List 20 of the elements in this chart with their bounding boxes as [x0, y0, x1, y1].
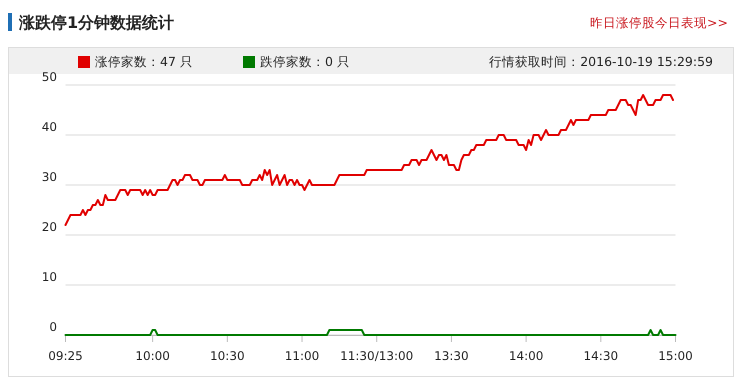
- y-tick-label: 10: [42, 270, 57, 284]
- x-tick-label: 14:00: [508, 349, 544, 363]
- legend-label: 涨停家数：47 只: [95, 54, 193, 69]
- text: 昨日涨停股今日表现>>: [590, 15, 728, 30]
- y-tick-label: 0: [49, 320, 57, 334]
- x-tick-label: 10:30: [210, 349, 245, 363]
- chart-title: 涨跌停1分钟数据统计: [18, 13, 174, 32]
- x-tick-label: 13:30: [434, 349, 469, 363]
- x-tick-label: 15:00: [658, 349, 693, 363]
- x-tick-label: 10:00: [135, 349, 170, 363]
- legend-label: 跌停家数：0 只: [260, 54, 350, 69]
- x-tick-label: 11:30/13:00: [340, 349, 414, 363]
- y-tick-label: 40: [42, 120, 57, 134]
- x-tick-label: 14:30: [584, 349, 618, 363]
- x-tick-label: 09:25: [48, 349, 83, 363]
- text: 行情获取时间：2016-10-19 15:29:59: [489, 54, 714, 69]
- y-tick-label: 30: [42, 170, 57, 184]
- y-tick-label: 50: [42, 70, 57, 84]
- y-tick-label: 20: [42, 220, 57, 234]
- x-tick-label: 11:00: [284, 349, 320, 363]
